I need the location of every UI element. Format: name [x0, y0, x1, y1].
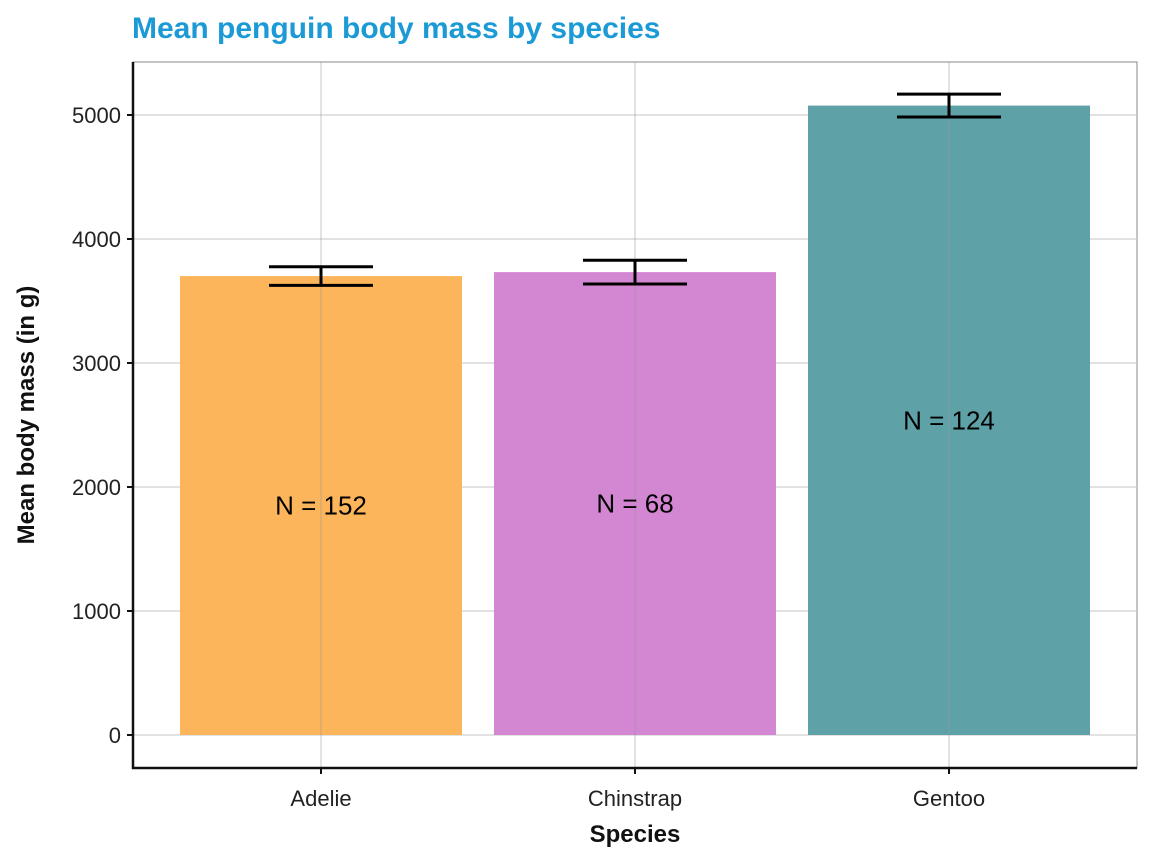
- grid-vertical: [320, 62, 950, 768]
- y-tick-label: 2000: [72, 475, 121, 500]
- bar-label: N = 152: [275, 491, 367, 521]
- y-axis-title: Mean body mass (in g): [13, 286, 40, 545]
- x-tick-label: Adelie: [290, 786, 351, 811]
- y-tick-label: 0: [109, 723, 121, 748]
- y-tick-label: 1000: [72, 599, 121, 624]
- x-tick-label: Gentoo: [913, 786, 985, 811]
- bar-adelie: [180, 276, 462, 735]
- axes: 0 1000 2000 3000 4000 5000 Adelie Chinstrap Gent…: [72, 62, 1137, 811]
- bar-chinstrap: [494, 272, 776, 735]
- bar-labels: N = 152 N = 68 N = 124: [275, 405, 995, 520]
- y-tick-label: 4000: [72, 227, 121, 252]
- bar-label: N = 124: [903, 405, 995, 435]
- error-bars: [269, 92, 1001, 287]
- y-tick-label: 3000: [72, 351, 121, 376]
- x-tick-label: Chinstrap: [588, 786, 682, 811]
- bar-label: N = 68: [596, 489, 673, 519]
- bars: [180, 105, 1090, 736]
- y-tick-label: 5000: [72, 103, 121, 128]
- x-axis-title: Species: [590, 821, 681, 848]
- chart-title: Mean penguin body mass by species: [132, 12, 661, 45]
- bar-gentoo: [808, 105, 1090, 736]
